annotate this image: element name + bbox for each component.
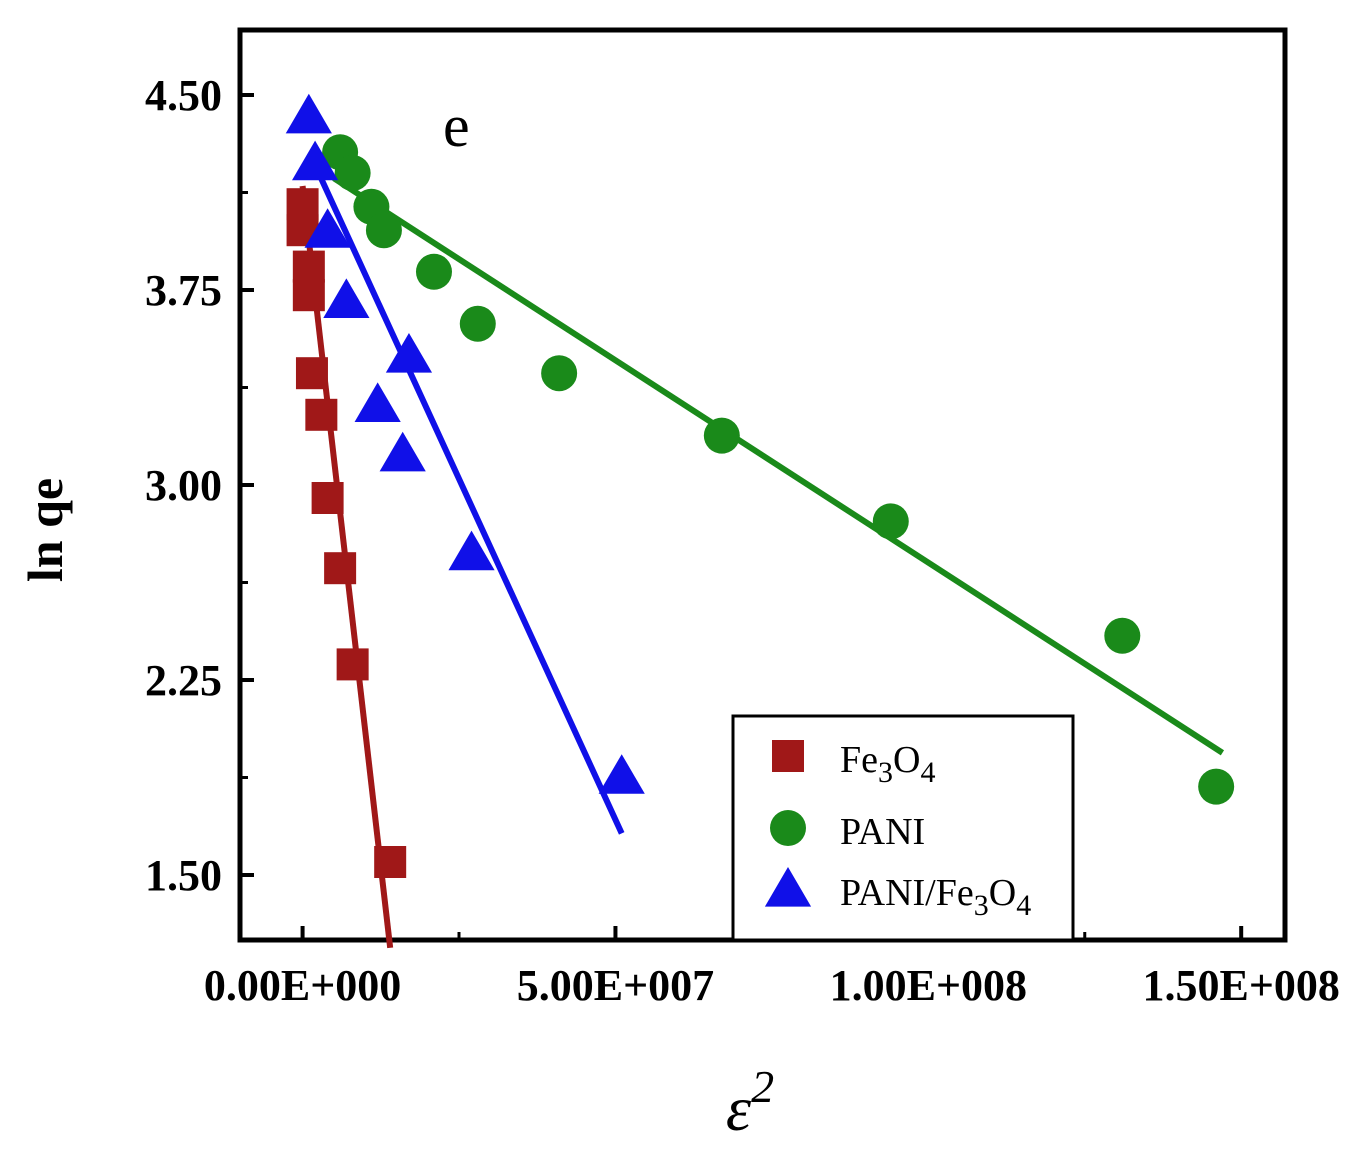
panel-label: e: [443, 93, 470, 159]
y-tick-label: 3.75: [145, 266, 222, 315]
legend-label-part: 3: [878, 756, 893, 789]
data-point-fe3o4: [336, 648, 369, 681]
x-tick-label: 1.00E+008: [830, 961, 1027, 1010]
data-point-pani-fe3o4: [379, 431, 426, 472]
y-tick-label: 1.50: [145, 851, 222, 900]
legend-label-part: 3: [974, 889, 989, 922]
data-point-fe3o4: [324, 552, 357, 585]
x-tick-label: 1.50E+008: [1142, 961, 1339, 1010]
legend-label-part: O: [989, 872, 1016, 914]
data-point-fe3o4: [295, 357, 328, 390]
data-point-pani: [334, 155, 371, 191]
data-point-fe3o4: [311, 482, 344, 514]
data-point-pani: [459, 305, 496, 342]
data-point-pani-fe3o4: [323, 278, 370, 318]
y-tick-label: 4.50: [145, 71, 222, 120]
data-point-pani: [541, 355, 578, 392]
legend-label-part: O: [893, 739, 920, 781]
legend-marker-pani-fe3o4: [764, 867, 812, 907]
data-point-pani: [703, 417, 740, 454]
legend-label-part: Fe: [840, 739, 878, 781]
legend-label-part: PANI/Fe: [840, 872, 974, 914]
x-axis-title-main: ε: [726, 1073, 752, 1144]
axis-tick-labels: 0.00E+000 5.00E+007 1.00E+008 1.50E+008 1.50…: [145, 71, 1340, 1010]
y-tick-label: 3.00: [145, 461, 222, 510]
x-axis-title: ε2: [726, 1061, 774, 1144]
fit-line-pani-fe3o4: [312, 163, 625, 835]
x-tick-label: 0.00E+000: [204, 961, 401, 1010]
legend-label-part: PANI: [840, 811, 925, 853]
data-point-pani: [872, 503, 909, 540]
data-point-pani-fe3o4: [598, 754, 645, 794]
y-tick-label: 2.25: [145, 656, 222, 705]
data-point-pani: [365, 212, 402, 249]
data-point-fe3o4: [374, 846, 407, 878]
legend-marker-fe3o4: [772, 740, 804, 772]
data-point-pani-fe3o4: [304, 208, 351, 248]
data-markers: [285, 93, 1235, 878]
legend-label-fe3o4: Fe3O4: [840, 739, 935, 789]
data-point-pani: [1104, 617, 1141, 654]
data-point-pani-fe3o4: [285, 93, 332, 134]
data-point-pani-fe3o4: [448, 530, 495, 571]
data-point-pani-fe3o4: [291, 140, 339, 181]
legend-label-pani-fe3o4: PANI/Fe3O4: [840, 872, 1031, 922]
data-point-fe3o4: [305, 398, 338, 431]
x-axis-title-sup: 2: [751, 1061, 774, 1112]
y-axis-title: ln qe: [17, 478, 73, 582]
data-point-pani-fe3o4: [385, 333, 433, 373]
data-point-pani: [1198, 768, 1235, 805]
data-point-pani-fe3o4: [354, 382, 401, 422]
legend-label-part: 4: [1016, 889, 1031, 922]
fit-line-pani: [332, 175, 1225, 756]
legend-marker-pani: [770, 810, 806, 846]
legend-label-pani: PANI: [840, 811, 925, 853]
data-point-fe3o4: [292, 250, 325, 283]
data-point-fe3o4: [292, 279, 325, 312]
x-tick-label: 5.00E+007: [517, 961, 714, 1010]
legend-label-part: 4: [920, 756, 935, 789]
data-point-pani: [415, 253, 452, 290]
